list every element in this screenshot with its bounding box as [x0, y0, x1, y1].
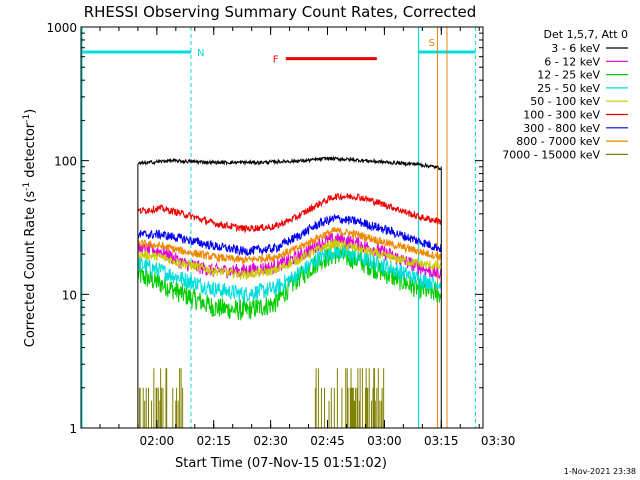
- legend-entry-label: 800 - 7000 keV: [516, 135, 600, 148]
- series-line: [137, 238, 442, 281]
- legend-title: Det 1,5,7, Att 0: [544, 28, 628, 41]
- y-tick-label: 100: [54, 155, 77, 169]
- y-axis-label-main: Corrected Count Rate (s: [23, 191, 38, 348]
- legend-entry-label: 100 - 300 keV: [523, 109, 600, 122]
- y-axis-label: Corrected Count Rate (s-1 detector-1): [22, 109, 38, 347]
- legend-entry-label: 3 - 6 keV: [551, 42, 600, 55]
- legend-entry-label: 6 - 12 keV: [544, 55, 600, 68]
- series-line: [137, 243, 442, 302]
- x-tick-label: 03:00: [367, 434, 402, 448]
- render-timestamp: 1-Nov-2021 23:38: [564, 467, 636, 476]
- legend-entry-label: 300 - 800 keV: [523, 122, 600, 135]
- y-axis-label-sup1: -1: [22, 182, 32, 191]
- y-axis-label-end: ): [23, 109, 38, 114]
- x-tick-label: 02:45: [310, 434, 345, 448]
- x-tick-label: 02:00: [140, 434, 175, 448]
- saa-label: S: [429, 38, 435, 49]
- chart-title: RHESSI Observing Summary Count Rates, Co…: [84, 3, 477, 21]
- series-spikes: [138, 368, 385, 428]
- axes: [80, 26, 484, 429]
- series-layer: [137, 155, 442, 428]
- night-label: N: [197, 48, 204, 59]
- annotation-spans: N S F: [81, 27, 476, 428]
- plot-frame: [80, 26, 484, 429]
- x-tick-label: 02:30: [253, 434, 288, 448]
- legend-entry-label: 50 - 100 keV: [530, 95, 600, 108]
- legend-entry-label: 25 - 50 keV: [537, 82, 600, 95]
- series-line: [137, 213, 442, 257]
- y-axis-ticks: 1 10 100 1000: [46, 21, 483, 436]
- flare-label: F: [273, 55, 279, 66]
- y-tick-label: 1000: [46, 21, 77, 35]
- legend-entry-label: 12 - 25 keV: [537, 69, 600, 82]
- x-tick-label: 03:15: [424, 434, 459, 448]
- y-tick-label: 1: [69, 422, 77, 436]
- y-tick-label: 10: [62, 288, 77, 302]
- series-line: [137, 155, 442, 171]
- x-tick-label: 03:30: [481, 434, 516, 448]
- y-axis-label-mid: detector: [23, 122, 38, 182]
- y-axis-label-sup2: -1: [22, 114, 32, 123]
- series-line: [137, 192, 442, 234]
- legend-entry-label: 7000 - 15000 keV: [502, 148, 600, 161]
- x-axis-label: Start Time (07-Nov-15 01:51:02): [175, 456, 387, 471]
- series-line: [137, 226, 442, 264]
- x-tick-label: 02:15: [196, 434, 231, 448]
- x-axis-ticks: 02:00 02:15 02:30 02:45 03:00 03:15 03:30: [99, 27, 516, 448]
